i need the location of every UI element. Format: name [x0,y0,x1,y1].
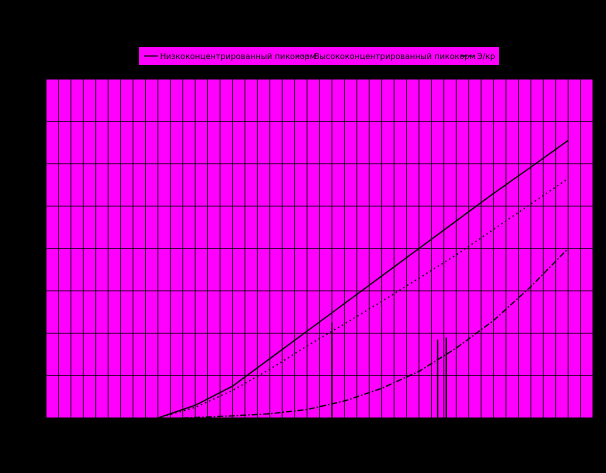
legend-label-3: Э/кр [477,52,495,61]
plot-border [45,78,594,419]
legend-box [139,47,499,65]
legend: Низкоконцентрированный пикокорм Высококо… [139,47,499,65]
series-line-3 [182,248,569,419]
series-line-2 [157,178,569,419]
markers [331,322,448,418]
series-line-1 [157,139,569,419]
series-lines [157,139,569,419]
legend-label-1: Низкоконцентрированный пикокорм [160,52,316,61]
legend-label-2: Высококонцентрированный пикокорм [314,52,475,61]
